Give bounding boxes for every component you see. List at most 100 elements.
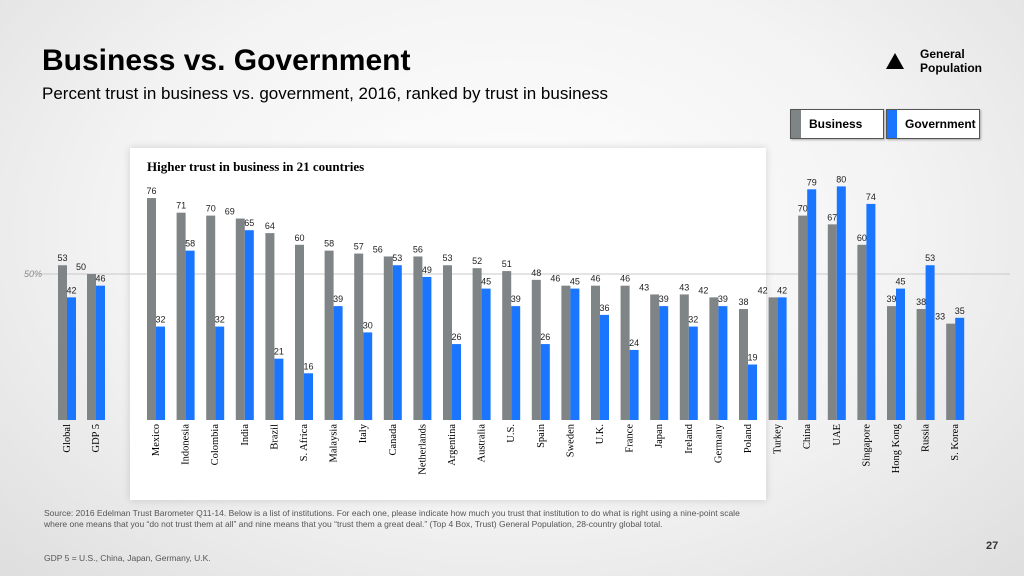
government-bar [304, 373, 313, 420]
category-label: France [625, 424, 636, 453]
government-value-label: 45 [570, 277, 580, 287]
category-label: Mexico [151, 424, 162, 456]
business-bar [443, 265, 452, 420]
government-bar [452, 344, 461, 420]
government-value-label: 32 [688, 315, 698, 325]
category-label: Malaysia [329, 424, 340, 463]
business-value-label: 60 [294, 233, 304, 243]
government-bar [67, 297, 76, 420]
business-value-label: 46 [550, 274, 560, 284]
business-value-label: 33 [935, 312, 945, 322]
business-value-label: 50 [76, 262, 86, 272]
business-bar [679, 294, 689, 420]
category-label: Turkey [773, 423, 784, 454]
gdp-note: GDP 5 = U.S., China, Japan, Germany, U.K… [44, 553, 211, 563]
business-bar [827, 224, 837, 420]
government-bar [718, 306, 728, 420]
category-label: Japan [654, 423, 665, 448]
source-note: Source: 2016 Edelman Trust Barometer Q11… [44, 508, 740, 529]
government-bar [363, 332, 373, 420]
page-number: 27 [986, 540, 999, 552]
business-value-label: 67 [827, 212, 837, 222]
category-label: UAE [832, 424, 843, 446]
government-value-label: 39 [718, 294, 728, 304]
business-value-label: 60 [857, 233, 867, 243]
business-bar [354, 253, 364, 420]
business-value-label: 53 [57, 253, 67, 263]
category-label: Canada [388, 424, 399, 456]
government-bar [896, 288, 905, 420]
government-value-label: 39 [511, 294, 521, 304]
general-population-marker: General Population [886, 47, 1000, 75]
business-value-label: 58 [324, 239, 334, 249]
government-value-label: 42 [66, 285, 76, 295]
business-value-label: 48 [531, 268, 541, 278]
business-value-label: 70 [206, 204, 216, 214]
government-bar [185, 250, 195, 420]
triangle-icon [886, 53, 904, 69]
government-value-label: 32 [155, 315, 165, 325]
government-bar [244, 230, 254, 420]
category-label: Sweden [565, 423, 576, 457]
legend-business-label: Business [809, 117, 863, 131]
category-label: Russia [921, 424, 932, 452]
category-label: S. Korea [950, 424, 961, 461]
business-bar [709, 297, 719, 420]
business-bar [413, 256, 423, 420]
category-label: Indonesia [181, 424, 192, 465]
government-value-label: 16 [303, 361, 313, 371]
government-value-label: 53 [925, 253, 935, 263]
business-value-label: 38 [916, 297, 926, 307]
business-value-label: 53 [442, 253, 452, 263]
government-value-label: 79 [807, 177, 817, 187]
business-value-label: 46 [620, 274, 630, 284]
government-value-label: 26 [451, 332, 461, 342]
legend-government: Government [886, 109, 980, 139]
business-bar [87, 274, 96, 420]
business-value-label: 70 [798, 204, 808, 214]
business-value-label: 51 [502, 259, 512, 269]
business-value-label: 56 [413, 244, 423, 254]
category-label: Brazil [269, 424, 280, 450]
government-value-label: 53 [392, 253, 402, 263]
category-label: China [802, 424, 813, 449]
business-bar [887, 306, 896, 420]
government-bar [511, 306, 521, 420]
government-bar [96, 285, 105, 420]
business-bar [295, 244, 304, 420]
government-value-label: 30 [363, 320, 373, 330]
government-value-label: 19 [747, 353, 757, 363]
business-bar [206, 215, 216, 420]
government-value-label: 58 [185, 239, 195, 249]
government-bar [422, 276, 432, 420]
legend-business-swatch [791, 110, 801, 138]
government-bar [807, 189, 817, 420]
government-value-label: 45 [895, 277, 905, 287]
business-bar [502, 271, 512, 420]
slide-title: Business vs. Government [42, 44, 411, 77]
government-value-label: 80 [836, 174, 846, 184]
business-value-label: 52 [472, 256, 482, 266]
business-value-label: 43 [639, 282, 649, 292]
business-bar [265, 233, 275, 420]
government-bar [333, 306, 343, 420]
government-bar [748, 364, 757, 420]
government-bar [777, 297, 787, 420]
business-value-label: 71 [176, 201, 186, 211]
government-bar [836, 186, 846, 420]
government-bar [629, 349, 639, 420]
legend-government-label: Government [905, 117, 976, 131]
category-label: Spain [536, 423, 547, 448]
legend-government-swatch [887, 110, 897, 138]
business-bar [235, 218, 245, 420]
category-label: Ireland [684, 423, 695, 453]
category-label: Global [62, 424, 73, 453]
government-value-label: 39 [659, 294, 669, 304]
government-value-label: 24 [629, 338, 639, 348]
category-label: S. Africa [299, 424, 310, 462]
business-bar [798, 215, 808, 420]
business-value-label: 69 [225, 207, 235, 217]
business-bar [176, 212, 186, 420]
government-value-label: 32 [215, 315, 225, 325]
